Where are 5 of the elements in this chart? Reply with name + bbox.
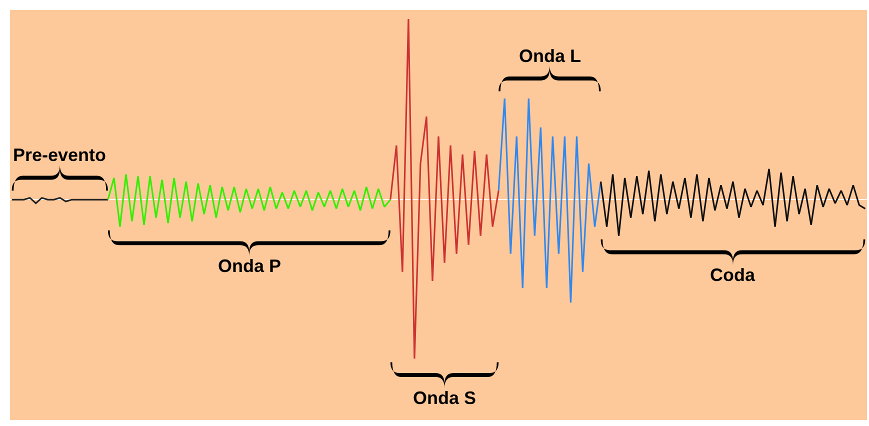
annotation: Onda P [218,256,282,276]
annotation: Onda L [519,46,582,66]
annotation: Pre-evento [13,145,106,165]
text: Onda S [413,388,476,408]
annotation: Coda [710,265,756,285]
